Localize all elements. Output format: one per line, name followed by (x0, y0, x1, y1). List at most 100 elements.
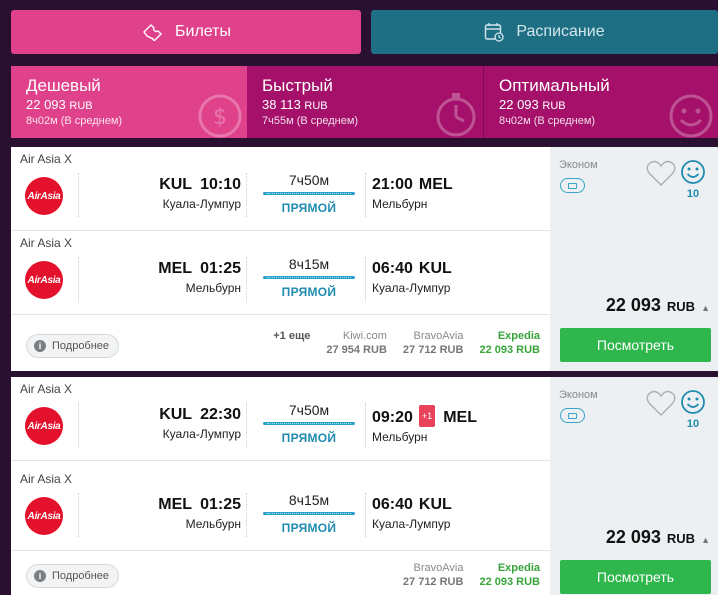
view-button[interactable]: Посмотреть (560, 328, 711, 362)
route-line (263, 422, 355, 425)
svg-text:$: $ (213, 105, 227, 130)
divider (246, 257, 247, 301)
agent-offer[interactable]: BravoAvia 27 712 RUB (403, 329, 464, 357)
airline-name: Air Asia X (20, 382, 73, 396)
airline-name: Air Asia X (20, 152, 73, 166)
airline-logo: AirAsia (25, 261, 63, 299)
divider (246, 173, 247, 217)
divider (246, 493, 247, 537)
agent-offer[interactable]: BravoAvia 27 712 RUB (403, 561, 464, 589)
price-panel: Эконом 10 22 093 RUB ▲ Посмотреть (550, 377, 718, 595)
sort-title: Дешевый (26, 76, 101, 95)
divider (365, 173, 366, 217)
tab-tickets[interactable]: Билеты (11, 10, 361, 54)
airport-code: KUL (418, 260, 452, 277)
sort-average: 7ч55м (В среднем) (262, 115, 359, 127)
info-icon: i (34, 570, 46, 582)
total-price: 22 093 RUB ▲ (605, 527, 710, 547)
stops-label: ПРЯМОЙ (281, 521, 337, 535)
city-name: Куала-Лумпур (372, 517, 451, 531)
smiley-icon (680, 159, 706, 190)
agent-price: 27 712 RUB (402, 344, 464, 356)
sort-cheapest[interactable]: Дешевый 22 093 RUB 8ч02м (В среднем) $ (11, 66, 247, 138)
tab-tickets-label: Билеты (175, 23, 231, 40)
more-agents-link[interactable]: +1 еще (273, 330, 311, 342)
agent-name: BravoAvia (413, 562, 464, 574)
stops-label: ПРЯМОЙ (281, 285, 337, 299)
city-name: Мельбурн (372, 430, 428, 444)
heart-icon[interactable] (646, 389, 676, 422)
flight-segment[interactable]: Air Asia X AirAsia KUL 10:10 Куала-Лумпур… (11, 147, 550, 231)
arrival-time: 06:40 (372, 260, 413, 277)
airline-name: Air Asia X (20, 236, 73, 250)
smiley-icon (668, 93, 714, 138)
details-button[interactable]: i Подробнее (26, 564, 120, 588)
cabin-class: Эконом (559, 159, 598, 171)
city-name: Мельбурн (185, 517, 241, 531)
heart-icon[interactable] (646, 159, 676, 192)
sort-average: 8ч02м (В среднем) (26, 115, 123, 127)
arrival-time: 21:00 (372, 176, 413, 193)
divider (78, 403, 79, 447)
airline-name: Air Asia X (20, 472, 73, 486)
duration: 8ч15м ПРЯМОЙ (263, 491, 355, 535)
view-button[interactable]: Посмотреть (560, 560, 711, 594)
result-card: Air Asia X AirAsia KUL 22:30 Куала-Лумпур… (11, 377, 718, 595)
duration-value: 7ч50м (288, 402, 330, 418)
agents-list: BravoAvia 27 712 RUB Expedia 22 093 RUB (403, 561, 540, 589)
sort-tabs: Дешевый 22 093 RUB 8ч02м (В среднем) $ Б… (11, 66, 718, 138)
airport-code: KUL (418, 496, 452, 513)
sort-price: 38 113 RUB (262, 97, 328, 112)
route-line (263, 276, 355, 279)
arrival: 21:00 MEL Мельбурн (372, 175, 453, 211)
baggage-icon (560, 178, 585, 193)
flight-segments: Air Asia X AirAsia KUL 22:30 Куала-Лумпур… (11, 377, 550, 595)
duration: 8ч15м ПРЯМОЙ (263, 255, 355, 299)
agent-offer[interactable]: Kiwi.com 27 954 RUB (326, 329, 387, 357)
arrival: 06:40 KUL Куала-Лумпур (372, 259, 452, 295)
tab-schedule-label: Расписание (516, 23, 605, 40)
departure-time: 10:10 (200, 176, 241, 193)
baggage-icon (560, 408, 585, 423)
sort-optimal[interactable]: Оптимальный 22 093 RUB 8ч02м (В среднем) (484, 66, 718, 138)
divider (365, 257, 366, 301)
city-name: Куала-Лумпур (372, 281, 451, 295)
agent-name: Expedia (497, 330, 540, 342)
agent-offer-best[interactable]: Expedia 22 093 RUB (479, 561, 540, 589)
smiley-icon (680, 389, 706, 420)
sort-price: 22 093 RUB (26, 97, 93, 112)
flight-segment[interactable]: Air Asia X AirAsia MEL 01:25 Мельбурн 8ч1… (11, 231, 550, 315)
divider (365, 403, 366, 447)
arrival-time: 06:40 (372, 496, 413, 513)
route-line (263, 512, 355, 515)
top-tabs: Билеты Расписание (0, 0, 718, 62)
arrival-time: 09:20 (372, 409, 413, 426)
flight-segment[interactable]: Air Asia X AirAsia MEL 01:25 Мельбурн 8ч1… (11, 467, 550, 551)
airline-logo: AirAsia (25, 407, 63, 445)
stops-label: ПРЯМОЙ (281, 201, 337, 215)
airport-code: KUL (159, 406, 193, 423)
arrival: 09:20 +1 MEL Мельбурн (372, 405, 477, 444)
divider (78, 173, 79, 217)
sort-price: 22 093 RUB (499, 97, 566, 112)
details-button[interactable]: i Подробнее (26, 334, 120, 358)
tab-schedule[interactable]: Расписание (371, 10, 718, 54)
stops-label: ПРЯМОЙ (281, 431, 337, 445)
airport-code: KUL (159, 176, 193, 193)
departure: MEL 01:25 Мельбурн (158, 495, 241, 531)
duration-value: 8ч15м (288, 492, 330, 508)
details-label: Подробнее (52, 570, 110, 582)
stopwatch-icon (433, 89, 479, 138)
dollar-icon: $ (197, 93, 243, 138)
departure-time: 01:25 (200, 260, 241, 277)
flight-segment[interactable]: Air Asia X AirAsia KUL 22:30 Куала-Лумпур… (11, 377, 550, 461)
airport-code: MEL (158, 496, 193, 513)
agent-name: BravoAvia (413, 330, 464, 342)
agent-price: 22 093 RUB (479, 576, 540, 588)
cabin-class: Эконом (559, 389, 598, 401)
sort-fastest[interactable]: Быстрый 38 113 RUB 7ч55м (В среднем) (247, 66, 484, 138)
person-icon: ▲ (701, 303, 710, 313)
agents-list: +1 еще Kiwi.com 27 954 RUB BravoAvia 27 … (273, 329, 540, 357)
divider (78, 257, 79, 301)
agent-offer-best[interactable]: Expedia 22 093 RUB (479, 329, 540, 357)
